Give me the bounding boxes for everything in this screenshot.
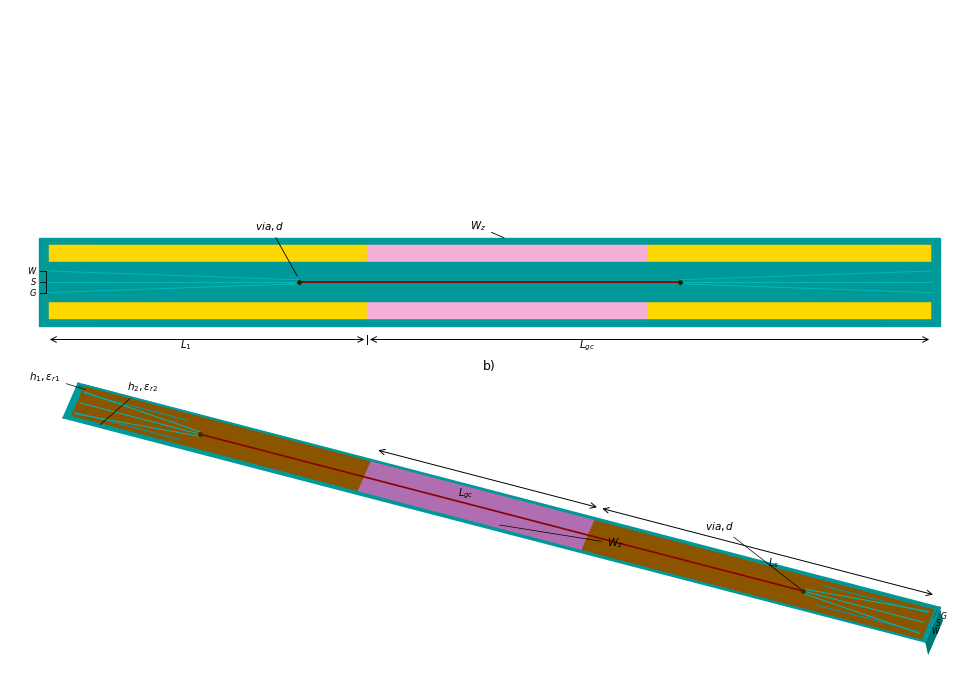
Bar	[47, 284, 931, 301]
Text: $S$: $S$	[30, 276, 37, 287]
Text: $G$: $G$	[29, 287, 37, 298]
Text: $h_1, \varepsilon_{r1}$: $h_1, \varepsilon_{r1}$	[29, 370, 85, 390]
Bar	[367, 243, 645, 320]
Bar	[47, 243, 931, 320]
Bar	[47, 263, 931, 280]
Polygon shape	[78, 384, 942, 621]
Text: $W_z$: $W_z$	[469, 219, 504, 238]
Text: $W_z$: $W_z$	[499, 525, 623, 551]
Text: $via, d$: $via, d$	[704, 519, 800, 589]
Polygon shape	[70, 385, 935, 640]
Text: $G$: $G$	[939, 610, 947, 621]
Text: $W$: $W$	[26, 265, 37, 276]
Polygon shape	[924, 608, 942, 655]
Text: $L_{gc}$: $L_{gc}$	[579, 339, 595, 353]
Text: $via, d$: $via, d$	[254, 219, 297, 276]
Polygon shape	[357, 461, 594, 551]
Text: $S$: $S$	[934, 617, 941, 628]
Polygon shape	[64, 384, 939, 642]
Text: $W$: $W$	[930, 625, 940, 636]
Text: $L_{gc}$: $L_{gc}$	[458, 486, 473, 500]
Text: $L_s$: $L_s$	[767, 557, 778, 570]
Bar	[47, 243, 931, 320]
Text: $h_2, \varepsilon_{r2}$: $h_2, \varepsilon_{r2}$	[100, 380, 158, 425]
Bar	[47, 243, 96, 320]
Bar	[39, 238, 939, 326]
Text: $L_1$: $L_1$	[180, 338, 192, 352]
Bar	[47, 278, 931, 285]
Bar	[882, 243, 931, 320]
Text: b): b)	[482, 360, 496, 373]
